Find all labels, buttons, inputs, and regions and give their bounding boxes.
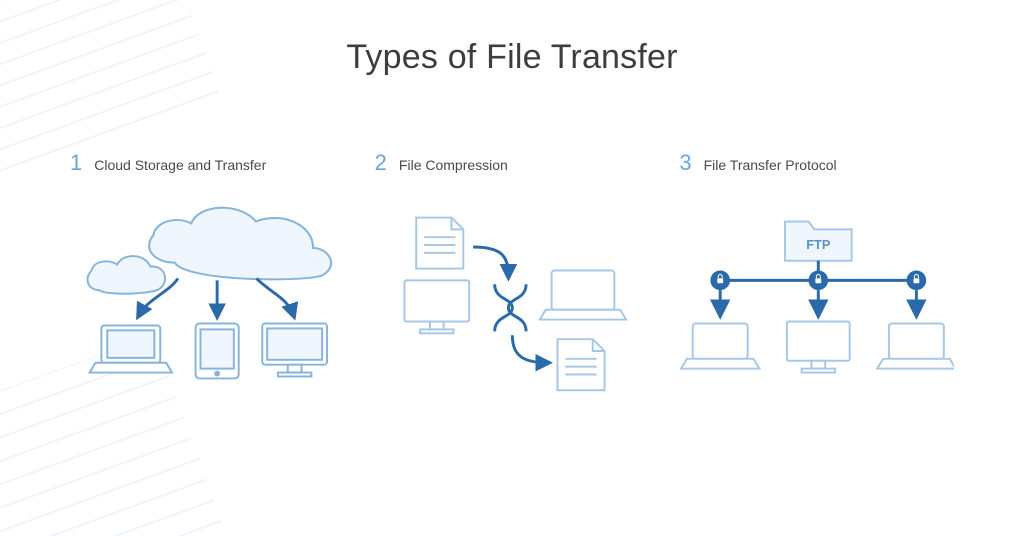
svg-text:FTP: FTP bbox=[807, 237, 832, 252]
file-compression-icon bbox=[375, 198, 650, 398]
column-label: Cloud Storage and Transfer bbox=[94, 157, 266, 173]
columns-container: 1 Cloud Storage and Transfer bbox=[70, 150, 954, 398]
column-ftp: 3 File Transfer Protocol FTP bbox=[679, 150, 954, 398]
column-label: File Transfer Protocol bbox=[704, 157, 837, 173]
column-cloud: 1 Cloud Storage and Transfer bbox=[70, 150, 345, 398]
page-title: Types of File Transfer bbox=[0, 38, 1024, 77]
column-number: 2 bbox=[375, 150, 387, 176]
column-header: 2 File Compression bbox=[375, 150, 650, 176]
column-label: File Compression bbox=[399, 157, 508, 173]
column-header: 1 Cloud Storage and Transfer bbox=[70, 150, 345, 176]
cloud-storage-icon bbox=[70, 198, 345, 398]
column-number: 3 bbox=[679, 150, 691, 176]
column-number: 1 bbox=[70, 150, 82, 176]
ftp-diagram-icon: FTP bbox=[679, 198, 954, 398]
column-header: 3 File Transfer Protocol bbox=[679, 150, 954, 176]
column-compression: 2 File Compression bbox=[375, 150, 650, 398]
